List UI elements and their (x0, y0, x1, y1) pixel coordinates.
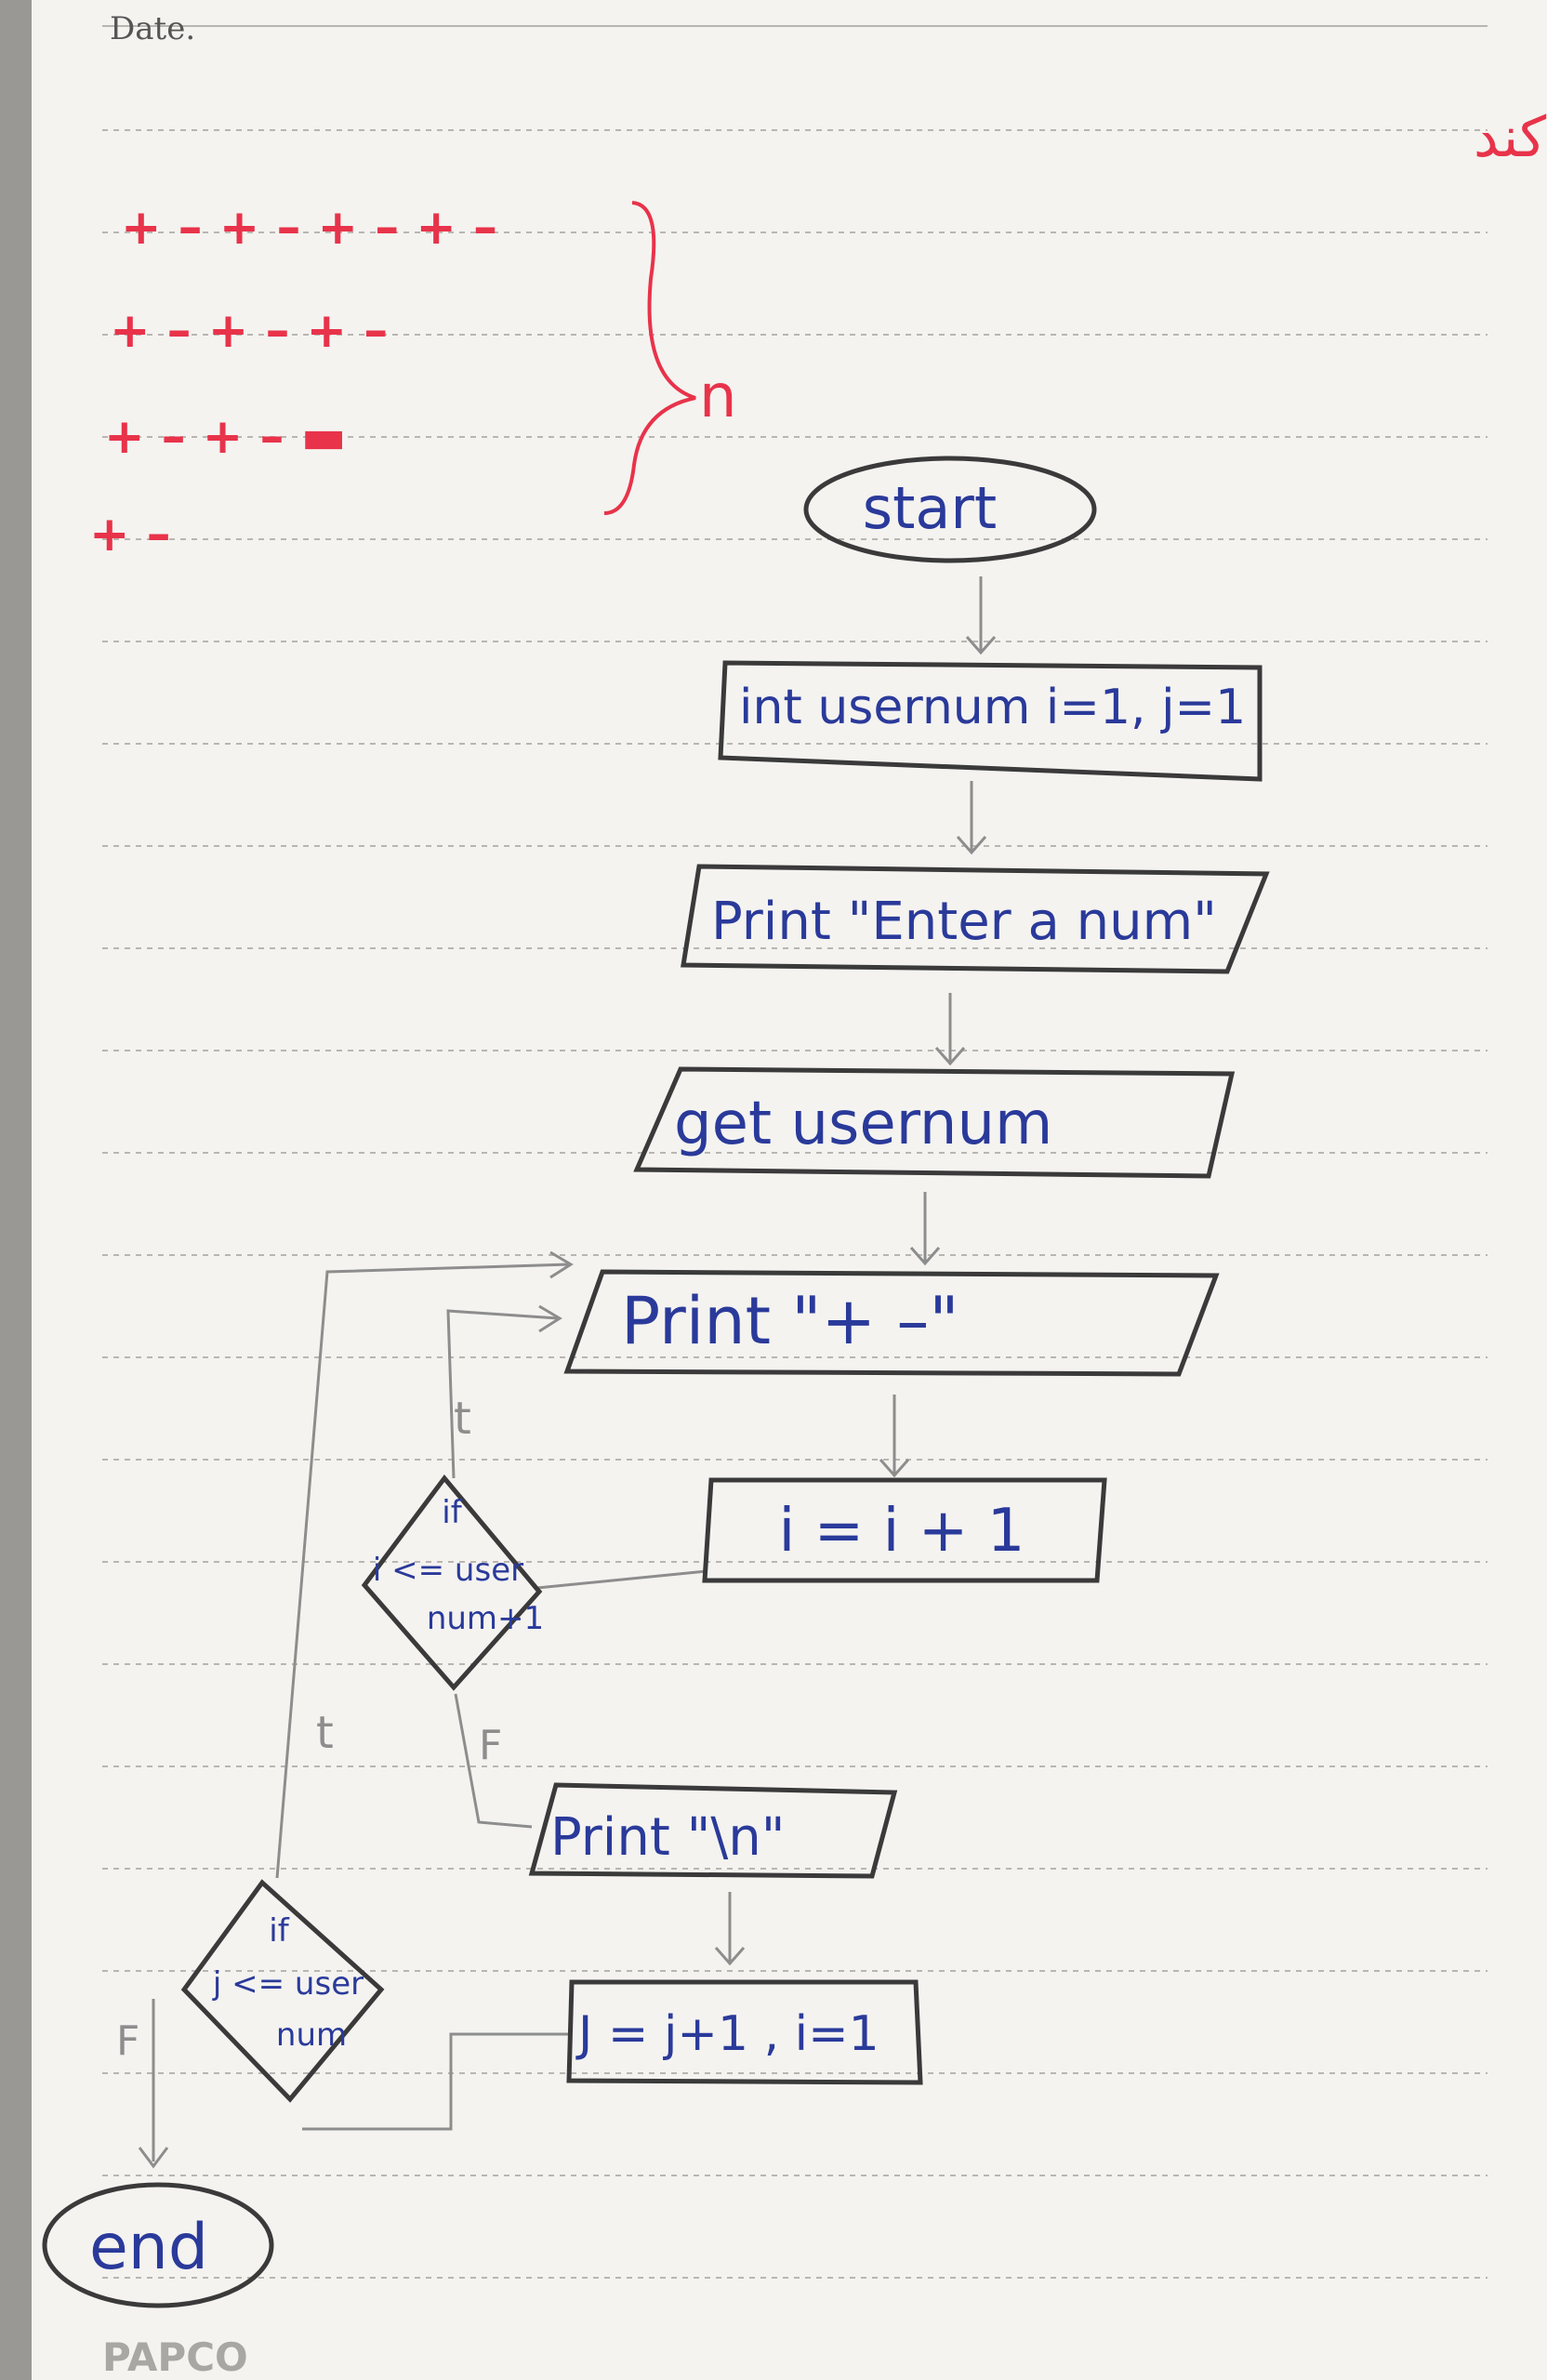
prompt-label: Print "Enter a num" (711, 892, 1217, 952)
ruled-lines (102, 129, 1488, 2279)
print-plus-minus-label: Print "+ –" (621, 1283, 959, 1359)
condition-j-line: j <= user (212, 1965, 364, 2003)
end-label: end (89, 2211, 208, 2284)
start-terminal (803, 456, 1097, 563)
declare-box (718, 660, 1263, 782)
pattern-example: + – + – + – + – + – + – + – + – + – ▬ + … (89, 200, 737, 562)
pattern-row: + – (89, 507, 171, 562)
condition-j-line: if (269, 1912, 289, 1950)
increment-j-box (566, 1979, 923, 2085)
condition-i-decision (361, 1474, 543, 1691)
pattern-row: + – + – + – (110, 303, 388, 359)
end-terminal (42, 2182, 274, 2308)
increment-i-box (702, 1477, 1107, 1583)
spiral-binding (0, 0, 32, 2380)
print-newline-label: Print "\n" (550, 1807, 786, 1868)
input-label: get usernum (674, 1090, 1052, 1158)
branch-true-label: t (454, 1393, 471, 1445)
start-label: start (863, 474, 997, 542)
branch-true-label: t (316, 1707, 334, 1759)
flow-arrows (138, 576, 997, 2169)
condition-j-line: num (276, 2016, 347, 2054)
increment-i-label: i = i + 1 (779, 1497, 1025, 1566)
brace-label: n (699, 363, 737, 431)
input-box (633, 1066, 1236, 1179)
condition-j-decision (180, 1879, 385, 2103)
papco-brand: PAPCO (102, 2334, 248, 2380)
branch-false-label: F (479, 1722, 502, 1769)
pattern-row: + – + – + – + – (121, 200, 497, 256)
condition-i-line: num+1 (427, 1600, 544, 1637)
condition-i-line: if (442, 1494, 462, 1531)
date-label: Date. (110, 10, 195, 47)
declare-label: int usernum i=1, j=1 (739, 680, 1246, 735)
increment-j-label: J = j+1 , i=1 (575, 2006, 879, 2062)
condition-i-line: i <= user (373, 1552, 523, 1589)
print-plus-minus-box (563, 1269, 1220, 1377)
task-title: فلوچارتی رارسم کنید که شکل روبرو را چاپ … (1474, 105, 1547, 170)
print-newline-box (528, 1782, 898, 1879)
pattern-row: + – + – ▬ (104, 409, 347, 465)
brace (603, 201, 703, 515)
branch-false-label: F (116, 2017, 139, 2065)
prompt-box (681, 864, 1270, 974)
